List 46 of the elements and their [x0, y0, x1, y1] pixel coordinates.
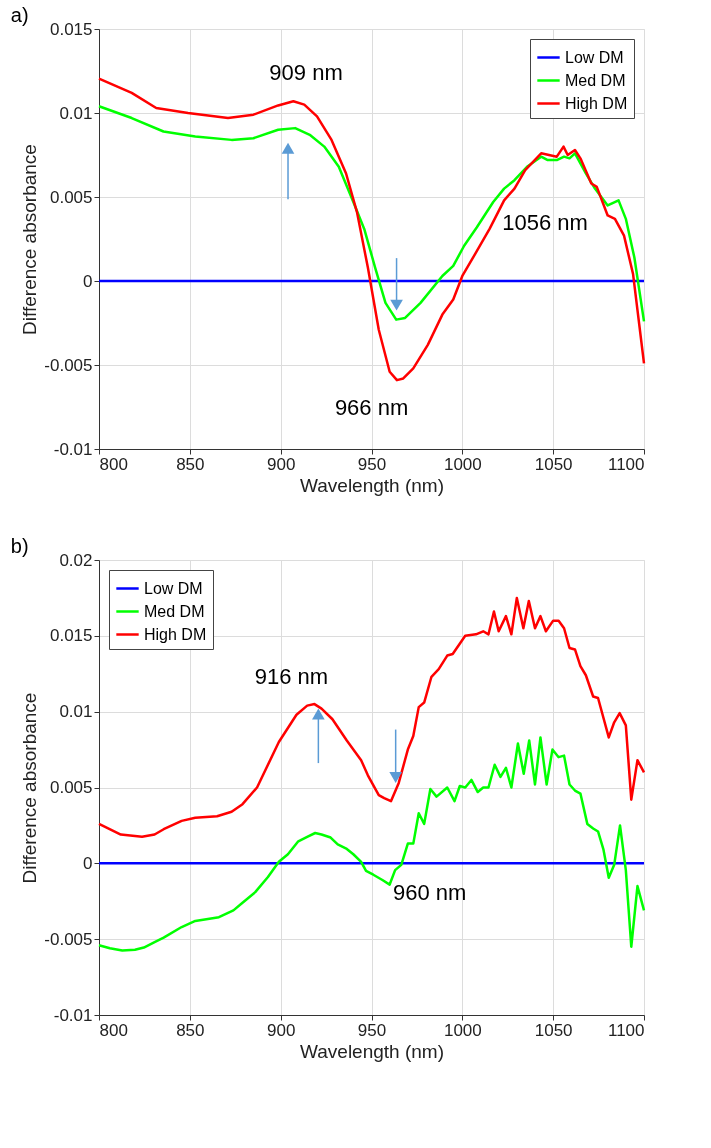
x-tick-label: 1050 [534, 1020, 573, 1040]
y-tick-label: -0.005 [44, 929, 93, 949]
legend-label: Low DM [144, 579, 203, 597]
annotation: 960 nm [392, 879, 467, 905]
y-tick-label: 0.015 [49, 626, 93, 646]
y-tick-label: 0.01 [59, 103, 93, 123]
legend-label: Med DM [565, 71, 626, 89]
x-tick-label: 1050 [534, 454, 573, 474]
legend-label: High DM [144, 625, 207, 643]
y-tick-label: 0.01 [59, 702, 93, 722]
x-axis-title: Wavelength (nm) [300, 1040, 444, 1062]
x-tick-label: 950 [357, 1020, 387, 1040]
y-tick-label: 0 [83, 853, 93, 873]
y-axis-title: Difference absorbance [19, 692, 41, 884]
y-tick-label: 0.015 [49, 19, 93, 39]
x-tick-label: 900 [266, 454, 296, 474]
y-tick-label: -0.005 [44, 355, 93, 375]
x-tick-label: 1000 [443, 1020, 482, 1040]
chart-title: b) [10, 535, 29, 557]
x-tick-label: 800 [99, 1020, 128, 1040]
chart-title: a) [10, 4, 29, 26]
y-tick-label: -0.01 [53, 1005, 93, 1025]
y-tick-label: 0.02 [59, 550, 93, 570]
x-tick-label: 800 [99, 454, 128, 474]
annotation: 966 nm [334, 395, 409, 421]
line-series [97, 736, 646, 952]
x-tick-label: 1000 [443, 454, 482, 474]
x-tick-label: 1100 [607, 454, 645, 474]
annotation: 1056 nm [502, 209, 588, 235]
legend-label: Low DM [565, 48, 624, 66]
x-tick-label: 850 [176, 1020, 205, 1040]
legend-label: High DM [565, 94, 628, 112]
y-tick-label: 0.005 [49, 778, 93, 797]
line-series [97, 596, 646, 839]
legend-label: Med DM [144, 602, 205, 620]
x-tick-label: 900 [266, 1020, 296, 1040]
y-tick-label: 0.005 [49, 187, 93, 207]
x-tick-label: 950 [357, 454, 387, 474]
y-tick-label: 0 [83, 271, 93, 291]
y-tick-label: -0.01 [53, 439, 93, 459]
x-tick-label: 850 [176, 454, 205, 474]
x-axis-title: Wavelength (nm) [300, 474, 444, 496]
y-axis-title: Difference absorbance [19, 144, 41, 335]
x-tick-label: 1100 [607, 1020, 645, 1040]
annotation: 909 nm [269, 60, 343, 86]
annotation: 916 nm [254, 664, 329, 690]
